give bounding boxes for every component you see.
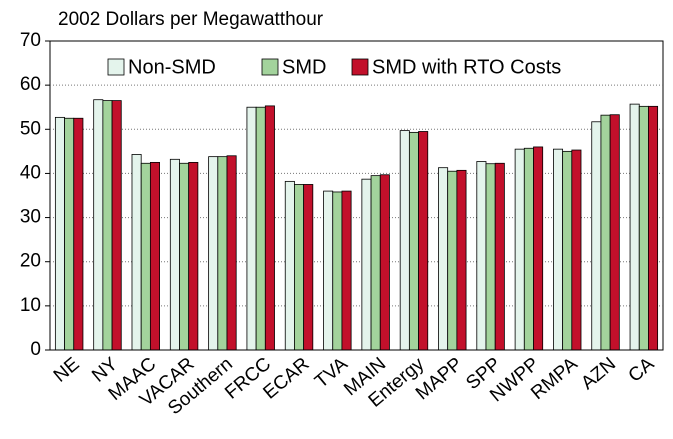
bar (609, 114, 620, 351)
bar (226, 155, 237, 351)
bar (102, 100, 113, 351)
legend-swatch (107, 58, 125, 76)
y-tick-label: 20 (20, 251, 41, 272)
y-axis-label: 2002 Dollars per Megawatthour (58, 9, 324, 30)
bar (54, 116, 65, 351)
bar (408, 131, 419, 351)
bar (208, 156, 219, 351)
bar (591, 121, 602, 351)
bar (533, 146, 544, 351)
bar (73, 117, 84, 351)
bar (418, 131, 429, 351)
bar (494, 162, 505, 351)
bar (629, 103, 640, 351)
bar (188, 161, 199, 351)
legend-label: SMD with RTO Costs (372, 56, 561, 78)
bar (93, 99, 104, 351)
bar (284, 180, 295, 351)
bar (111, 100, 122, 351)
y-tick-label: 60 (20, 74, 41, 95)
bar (476, 161, 487, 351)
bar (217, 156, 228, 351)
bar (523, 147, 534, 351)
x-tick-label: NE (50, 354, 84, 387)
bar (64, 117, 75, 351)
bar (323, 190, 334, 351)
bar (562, 150, 573, 351)
bar (553, 148, 564, 351)
legend-swatch (261, 58, 279, 76)
legend-label: Non-SMD (128, 56, 216, 78)
bar (361, 178, 372, 351)
bar (294, 184, 305, 351)
bar (456, 169, 467, 351)
bar (638, 105, 649, 351)
bar (303, 184, 314, 351)
bar (169, 158, 180, 351)
bar (370, 175, 381, 351)
bar (648, 105, 659, 351)
bar (600, 114, 611, 351)
y-tick-label: 10 (20, 295, 41, 316)
bar (485, 163, 496, 351)
bar (341, 190, 352, 351)
bar (264, 105, 275, 351)
y-tick-label: 40 (20, 162, 41, 183)
bar (514, 148, 525, 351)
bar (255, 106, 266, 351)
bar (149, 161, 160, 351)
bar (438, 167, 449, 351)
y-tick-label: 0 (30, 339, 41, 360)
y-tick-label: 70 (20, 30, 41, 51)
bar (131, 154, 142, 351)
bar (399, 130, 410, 351)
y-tick-label: 50 (20, 118, 41, 139)
bar (332, 191, 343, 351)
bar (447, 170, 458, 351)
bar (140, 162, 151, 351)
bar (179, 162, 190, 351)
bar (379, 174, 390, 351)
bar (246, 106, 257, 351)
legend-swatch (351, 58, 369, 76)
bar (571, 149, 582, 351)
legend-label: SMD (282, 56, 326, 78)
x-tick-label: AZN (577, 354, 620, 395)
x-tick-label: CA (625, 353, 659, 386)
y-tick-label: 30 (20, 207, 41, 228)
